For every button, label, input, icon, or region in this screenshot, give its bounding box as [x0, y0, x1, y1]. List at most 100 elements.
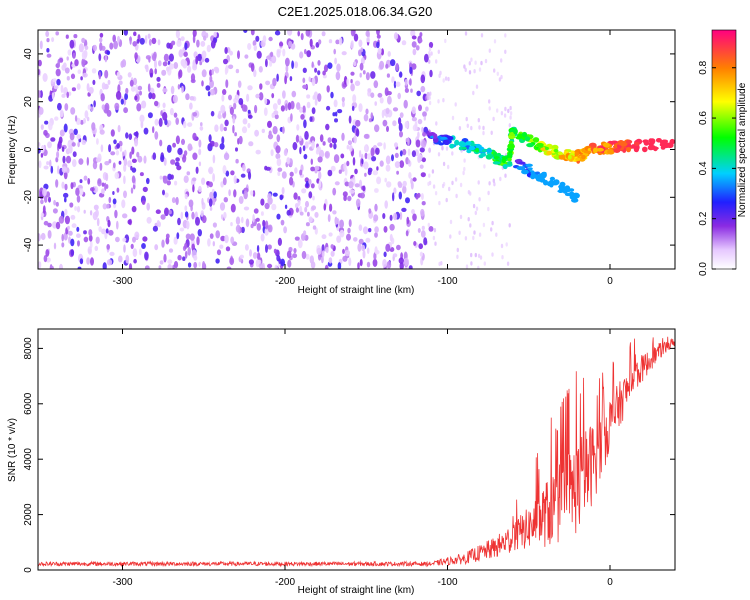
noise-cell	[477, 118, 480, 123]
noise-cell	[255, 93, 260, 99]
noise-cell	[410, 30, 416, 37]
noise-cell	[163, 253, 167, 263]
noise-cell	[384, 177, 388, 183]
noise-cell	[357, 262, 360, 269]
noise-cell	[42, 188, 47, 197]
noise-cell	[274, 264, 278, 269]
noise-cell	[114, 102, 120, 111]
signal-cell	[440, 136, 448, 140]
noise-cell	[209, 191, 214, 199]
noise-cell	[193, 254, 198, 261]
noise-cell	[258, 66, 263, 73]
noise-cell	[84, 110, 89, 119]
noise-cell	[143, 155, 147, 164]
noise-cell	[277, 98, 282, 106]
noise-cell	[116, 187, 120, 193]
noise-cell	[228, 94, 232, 101]
noise-cell	[341, 96, 345, 103]
noise-cell	[207, 238, 211, 247]
noise-cell	[226, 266, 232, 269]
noise-cell	[470, 261, 473, 266]
noise-cell	[185, 233, 191, 240]
noise-cell	[247, 43, 252, 50]
noise-cell	[383, 251, 387, 258]
noise-cell	[358, 103, 363, 113]
noise-cell	[278, 258, 282, 264]
noise-cell	[333, 154, 340, 164]
noise-cell	[52, 208, 58, 214]
noise-cell	[393, 187, 397, 194]
noise-cell	[128, 133, 133, 140]
noise-cell	[113, 139, 117, 145]
noise-cell	[418, 38, 423, 43]
noise-cell	[303, 230, 307, 236]
noise-cell	[454, 177, 458, 182]
noise-cell	[366, 247, 370, 254]
noise-cell	[431, 169, 435, 174]
noise-cell	[133, 31, 137, 37]
noise-cell	[296, 124, 300, 131]
noise-cell	[98, 53, 102, 62]
noise-cell	[61, 181, 65, 189]
noise-cell	[46, 38, 50, 43]
noise-cell	[256, 50, 262, 59]
noise-cell	[347, 227, 351, 234]
noise-cell	[364, 144, 368, 153]
noise-cell	[419, 251, 423, 257]
noise-cell	[200, 122, 203, 127]
noise-cell	[374, 246, 378, 255]
noise-cell	[40, 199, 44, 205]
noise-cell	[288, 40, 293, 48]
noise-cell	[145, 64, 149, 73]
noise-cell	[340, 153, 345, 159]
signal-branch-cell	[541, 172, 547, 178]
noise-cell	[317, 60, 321, 66]
noise-cell	[38, 69, 41, 76]
noise-cell	[183, 120, 187, 129]
noise-cell	[166, 180, 171, 186]
noise-cell	[208, 168, 213, 173]
signal-cell	[507, 157, 512, 162]
noise-cell	[286, 209, 291, 216]
noise-cell	[479, 255, 483, 260]
noise-cell	[124, 149, 127, 157]
noise-cell	[146, 216, 152, 224]
noise-cell	[415, 193, 419, 200]
snr-x-ticks: -300 -200 -100 0	[112, 329, 613, 588]
noise-cell	[136, 151, 140, 158]
signal-branch-cell	[563, 186, 571, 191]
noise-cell	[490, 227, 493, 232]
spectrogram-x-ticks: -300 -200 -100 0	[112, 30, 613, 287]
noise-cell	[442, 98, 445, 103]
noise-cell	[57, 165, 60, 175]
noise-cell	[415, 45, 420, 51]
noise-cell	[507, 108, 510, 114]
noise-cell	[355, 128, 360, 137]
noise-cell	[195, 55, 199, 65]
noise-cell	[243, 30, 248, 33]
noise-cell	[493, 182, 496, 187]
noise-cell	[478, 67, 482, 72]
noise-cell	[78, 188, 84, 196]
noise-cell	[125, 87, 129, 95]
noise-cell	[361, 158, 364, 165]
noise-cell	[206, 44, 211, 53]
noise-cell	[129, 151, 132, 159]
noise-cell	[381, 109, 385, 119]
noise-cell	[167, 173, 173, 181]
noise-cell	[230, 222, 233, 227]
noise-cell	[346, 160, 350, 167]
noise-cell	[81, 37, 86, 44]
noise-cell	[277, 171, 281, 177]
noise-cell	[89, 210, 93, 216]
noise-cell	[337, 262, 342, 269]
noise-cell	[293, 248, 297, 254]
noise-cell	[216, 249, 222, 256]
noise-cell	[87, 246, 93, 255]
noise-cell	[199, 126, 204, 131]
noise-cell	[214, 124, 219, 132]
noise-cell	[330, 244, 334, 249]
signal-cell	[501, 156, 509, 160]
noise-cell	[470, 252, 473, 258]
